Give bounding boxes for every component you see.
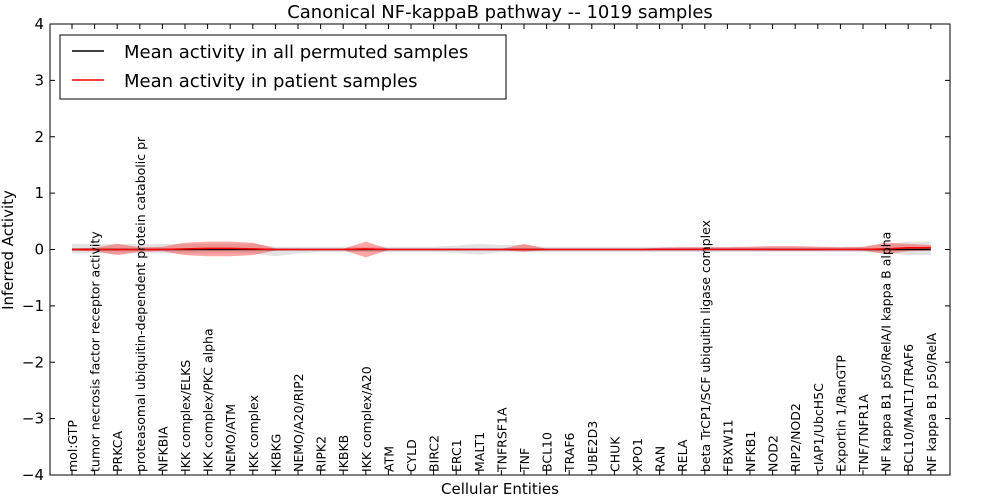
chart-title: Canonical NF-kappaB pathway -- 1019 samp…	[287, 2, 713, 23]
y-tick-label: −1	[22, 297, 44, 315]
x-tick-label: RIP2/NOD2	[788, 403, 803, 472]
x-tick-label: RAN	[653, 446, 668, 472]
x-tick-label: CHUK	[607, 436, 622, 472]
x-tick-label: IKK complex/PKC alpha	[201, 328, 216, 472]
x-tick-label: ERC1	[449, 439, 464, 472]
x-tick-label: IKBKG	[268, 434, 283, 472]
x-tick-label: TNF	[517, 448, 532, 473]
x-tick-label: TRAF6	[562, 432, 577, 473]
y-tick-label: 2	[34, 128, 44, 146]
x-tick-label: NOD2	[766, 435, 781, 472]
y-tick-label: −4	[22, 466, 44, 484]
legend-label-permuted: Mean activity in all permuted samples	[124, 42, 468, 63]
y-tick-label: 4	[34, 15, 44, 33]
x-tick-label: BCL10	[540, 432, 555, 472]
x-tick-label: IKK complex	[246, 395, 261, 472]
x-tick-label: FBXW11	[720, 419, 735, 472]
y-axis-label: Inferred Activity	[0, 190, 17, 310]
legend: Mean activity in all permuted samples Me…	[59, 34, 507, 100]
x-tick-label: cIAP1/UbcH5C	[811, 383, 826, 472]
plot-frame	[49, 23, 951, 476]
x-tick-label: NF kappa B1 p50/RelA	[924, 332, 939, 472]
x-axis-label: Cellular Entities	[441, 480, 559, 498]
x-tick-label: MALT1	[472, 432, 487, 472]
x-tick-label: NF kappa B1 p50/RelA/I kappa B alpha	[879, 232, 894, 472]
x-tick-label: CYLD	[404, 439, 419, 472]
x-tick-label: ATM	[381, 446, 396, 472]
x-tick-label: XPO1	[630, 438, 645, 472]
x-tick-label: RELA	[675, 439, 690, 472]
x-tick-label: mol:GTP	[65, 420, 80, 472]
x-tick-label: NEMO/A20/RIP2	[291, 373, 306, 472]
x-tick-label: NFKBIA	[155, 426, 170, 472]
series-line-patient	[72, 247, 931, 251]
x-tick-label: tumor necrosis factor receptor activity	[88, 231, 103, 472]
x-tick-label: NEMO/ATM	[223, 404, 238, 472]
y-tick-label: −2	[22, 353, 44, 371]
legend-label-patient: Mean activity in patient samples	[124, 71, 418, 92]
series-lines	[72, 247, 931, 251]
x-tick-label: UBE2D3	[585, 421, 600, 472]
y-tick-label: 1	[34, 184, 44, 202]
y-tick-label: 0	[34, 241, 44, 259]
x-tick-label: proteasomal ubiquitin-dependent protein …	[133, 136, 148, 472]
x-tick-label: IKK complex/A20	[359, 366, 374, 472]
x-tick-label: TNF/TNFR1A	[856, 394, 871, 473]
x-axis: mol:GTP tumor necrosis factor receptor ac…	[65, 24, 939, 475]
x-tick-label: PRKCA	[110, 431, 125, 472]
x-tick-label: IKBKB	[336, 435, 351, 472]
legend-box	[59, 34, 507, 100]
x-tick-label: Exportin 1/RanGTP	[833, 355, 848, 472]
x-tick-label: TNFRSF1A	[494, 407, 509, 473]
x-tick-label: BCL10/MALT1/TRAF6	[901, 344, 916, 472]
x-tick-label: NFKB1	[743, 431, 758, 472]
x-tick-label: BIRC2	[427, 435, 442, 472]
x-tick-label: beta TrCP1/SCF ubiquitin ligase complex	[698, 220, 713, 472]
x-tick-label: IKK complex/ELKS	[178, 360, 193, 472]
y-axis: −4 −3 −2 −1 0 1 2 3 4	[22, 15, 950, 484]
y-tick-label: 3	[34, 71, 44, 89]
y-tick-label: −3	[22, 410, 44, 428]
x-tick-label: RIPK2	[314, 436, 329, 472]
